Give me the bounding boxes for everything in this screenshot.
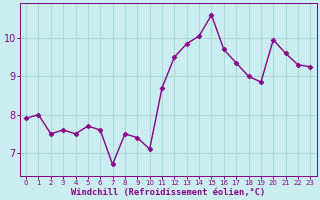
X-axis label: Windchill (Refroidissement éolien,°C): Windchill (Refroidissement éolien,°C) <box>71 188 265 197</box>
